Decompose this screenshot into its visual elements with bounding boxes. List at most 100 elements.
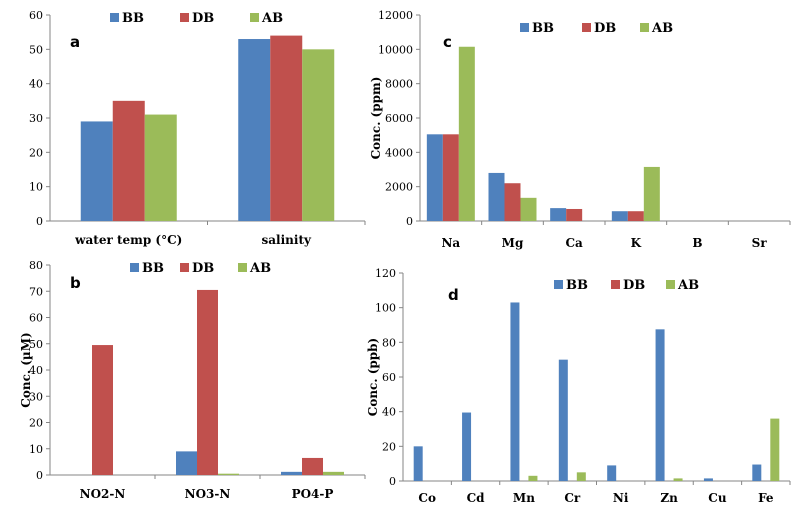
panel-c-bar-ab-k [643,166,660,221]
panel-a-ytick-label: 50 [29,43,43,56]
panel-a-bar-ab-water-temp-c- [144,114,177,221]
panel-d-ytick-label: 120 [375,267,396,280]
panel-d-bar-ab-mn [528,475,538,481]
panel-d-category-label: Fe [758,491,774,505]
panel-c-category-label: Na [441,236,460,250]
panel-d-legend-label-bb: BB [566,278,588,293]
panel-d-bar-bb-cu [703,478,713,481]
panel-d-legend-swatch-ab [666,280,675,289]
panel-d-bar-bb-ni [607,465,617,481]
panel-d-bar-bb-cd [462,412,472,481]
panel-b-bar-db-no3-n [197,289,218,475]
panel-c-ytick-label: 8000 [385,78,413,91]
panel-c-bar-ab-na [458,46,475,222]
panel-c-bar-bb-na [426,134,443,221]
panel-b-bar-bb-po4-p [281,471,302,475]
panel-a-legend-swatch-ab [250,13,259,22]
panel-b-ytick-label: 60 [29,312,43,325]
panel-b-bar-db-no2-n [92,345,113,475]
panel-a-ytick-label: 30 [29,112,43,125]
panel-a-bar-db-salinity [270,35,303,221]
panel-c-legend-label-bb: BB [532,21,554,36]
panel-c-bar-bb-mg [488,172,505,221]
panel-c-ytick-label: 2000 [385,181,413,194]
panel-a-ytick-label: 40 [29,78,43,91]
panel-c-bar-db-na [442,134,459,221]
panel-c-legend-swatch-ab [640,23,649,32]
panel-c-y-axis-label: Conc. (ppm) [369,77,383,160]
panel-c-legend-label-ab: AB [651,21,673,36]
panel-b-ytick-label: 20 [29,417,43,430]
panel-b-legend-swatch-ab [238,263,247,272]
panel-d-category-label: Zn [660,491,678,505]
panel-d-category-label: Co [418,491,436,505]
panel-d-ytick-label: 100 [375,302,396,315]
panel-d-bar-ab-fe [770,418,780,481]
panel-b-ytick-label: 70 [29,285,43,298]
panel-a-bar-bb-salinity [238,39,271,222]
panel-c-category-label: Ca [566,236,584,250]
panel-c-ytick-label: 0 [406,215,413,228]
panel-c-category-label: Sr [752,236,768,250]
panel-c-category-label: K [631,236,642,250]
panel-d-y-axis-label: Conc. (ppb) [366,338,380,416]
panel-b-legend-label-ab: AB [249,261,271,276]
panel-d-bar-ab-zn [673,478,683,481]
panel-d-category-label: Cr [564,491,581,505]
panel-c-legend-swatch-db [582,23,591,32]
panel-c-category-label: B [692,236,702,250]
panel-c-bar-bb-k [611,211,628,221]
panel-d-category-label: Ni [613,491,629,505]
panel-d-category-label: Cu [708,491,727,505]
panel-d-label: d [448,286,459,304]
panel-c-ytick-label: 4000 [385,146,413,159]
panel-d-legend-label-db: DB [623,278,645,293]
panel-d-ytick-label: 20 [382,440,396,453]
panel-b-legend-label-bb: BB [142,261,164,276]
panel-b-ytick-label: 80 [29,259,43,272]
panel-c-legend-swatch-bb [520,23,529,32]
panel-b-bar-ab-po4-p [323,471,344,475]
panel-a-bar-bb-water-temp-c- [80,121,113,221]
panel-a-bar-ab-salinity [302,49,335,222]
panel-b-legend-swatch-db [180,263,189,272]
panel-c-bar-db-mg [504,183,521,221]
panel-a-legend-swatch-db [180,13,189,22]
panel-d-legend-label-ab: AB [677,278,699,293]
panel-d-category-label: Cd [467,491,486,505]
panel-d-bar-ab-cr [576,472,586,481]
panel-b-bar-db-po4-p [302,457,323,475]
panel-b-ytick-label: 0 [36,469,43,482]
panel-b-label: b [70,274,81,292]
panel-d-legend-swatch-bb [554,280,563,289]
panel-c-bar-ab-mg [520,197,537,221]
panel-c-ytick-label: 6000 [385,112,413,125]
panel-c-category-label: Mg [502,236,524,250]
panel-d-bar-bb-zn [655,329,665,481]
panel-a-legend-label-bb: BB [122,11,144,26]
panel-b-category-label: NO2-N [80,487,126,501]
panel-d-ytick-label: 60 [382,371,396,384]
panel-b-category-label: NO3-N [185,487,231,501]
panel-c-bar-db-ca [566,208,583,221]
panel-a-legend-label-ab: AB [261,11,283,26]
panel-d-bar-bb-mn [510,302,520,481]
panel-d-bar-bb-fe [752,464,762,481]
panel-c-ytick-label: 10000 [378,43,413,56]
panel-a-ytick-label: 10 [29,181,43,194]
panel-b-ytick-label: 40 [29,364,43,377]
panel-c-legend-label-db: DB [594,21,616,36]
panel-c-ytick-label: 12000 [378,9,413,22]
panel-d-ytick-label: 80 [382,336,396,349]
panel-c-bar-db-k [627,211,644,221]
panel-c-label: c [443,33,452,51]
panel-d-bar-bb-cr [558,359,568,481]
panel-b-bar-ab-no3-n [218,473,239,475]
panel-c-bar-bb-ca [550,208,567,221]
panel-a-bar-db-water-temp-c- [112,100,145,221]
panel-b-ytick-label: 10 [29,443,43,456]
panel-a-label: a [70,33,80,51]
panel-b-bar-bb-no3-n [176,451,197,475]
panel-d-ytick-label: 40 [382,406,396,419]
